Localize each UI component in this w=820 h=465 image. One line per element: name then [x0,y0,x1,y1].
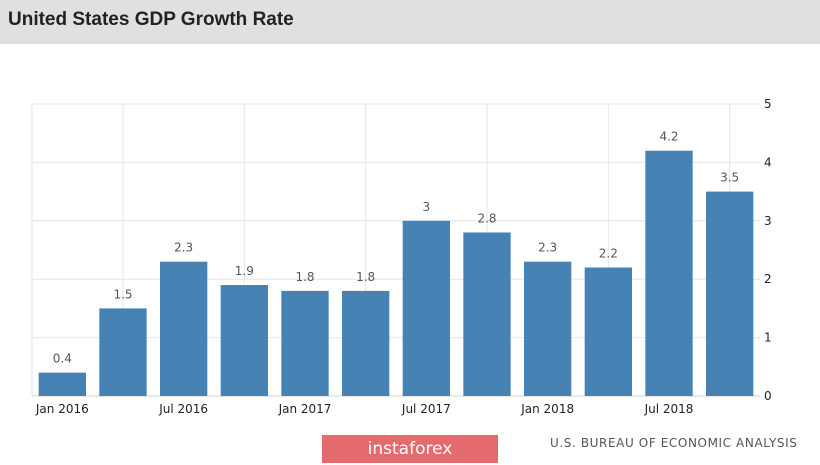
bar[interactable] [38,372,86,396]
header-bar: United States GDP Growth Rate [0,0,820,44]
bar-value-label: 1.9 [235,264,254,278]
bar-value-label: 2.2 [599,247,618,261]
page-title: United States GDP Growth Rate [8,9,294,30]
bar-value-label: 0.4 [53,352,72,366]
y-tick-label: 3 [764,214,772,228]
x-tick-label: Jan 2017 [278,402,332,416]
x-axis: Jan 2016 Jul 2016 Jan 2017 Jul 2017 Jan 2018… [35,402,694,416]
bar-value-label: 2.8 [477,211,496,225]
x-tick-label: Jan 2016 [35,402,89,416]
bar-value-label: 2.3 [174,241,193,255]
bar[interactable] [342,290,390,396]
instaforex-logo: instaforex [322,435,498,463]
gdp-bar-chart: 0.4 1.5 2.3 1.9 1.8 1.8 3 2.8 2.3 2.2 4.2 3.5 0 1 2 3 4… [31,97,772,416]
bar-value-label: 4.2 [659,130,678,144]
bar[interactable] [463,232,511,396]
bar-value-label: 3 [423,200,431,214]
x-tick-label: Jul 2017 [401,402,451,416]
bars-layer [38,150,754,396]
bar-value-label: 1.5 [113,287,132,301]
source-label: U.S. BUREAU OF ECONOMIC ANALYSIS [550,436,798,450]
bar[interactable] [402,220,450,396]
bar[interactable] [584,267,632,396]
y-tick-label: 1 [764,331,772,345]
bar-labels-layer: 0.4 1.5 2.3 1.9 1.8 1.8 3 2.8 2.3 2.2 4.2 3.5 [53,130,739,366]
bar[interactable] [99,308,147,396]
bar[interactable] [524,261,572,396]
bar-value-label: 1.8 [295,270,314,284]
bar[interactable] [645,150,693,396]
bar-value-label: 1.8 [356,270,375,284]
y-tick-label: 0 [764,389,772,403]
grid-layer [31,103,760,397]
y-tick-label: 2 [764,272,772,286]
logo-text: instaforex [367,439,453,459]
bar-value-label: 3.5 [720,171,739,185]
y-tick-label: 4 [764,155,772,169]
x-tick-label: Jul 2016 [158,402,208,416]
y-axis: 0 1 2 3 4 5 [764,97,772,403]
bar[interactable] [160,261,208,396]
y-tick-label: 5 [764,97,772,111]
x-tick-label: Jul 2018 [644,402,694,416]
bar[interactable] [706,191,754,396]
bar[interactable] [281,290,329,396]
x-tick-label: Jan 2018 [520,402,574,416]
bar[interactable] [220,285,268,396]
bar-value-label: 2.3 [538,241,557,255]
